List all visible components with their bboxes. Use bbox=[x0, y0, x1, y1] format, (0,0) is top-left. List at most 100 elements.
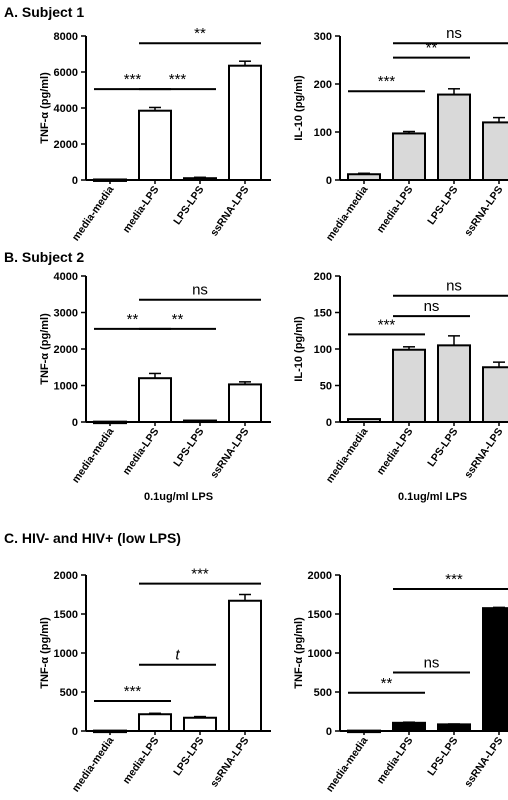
category-label: media-LPS bbox=[121, 184, 162, 235]
chart-a-tnf: 0 2000 4000 6000 8000 TNF-α (pg/ml) media-medi… bbox=[39, 25, 271, 243]
category-label: ssRNA-LPS bbox=[462, 184, 505, 239]
y-tick-label: 1500 bbox=[308, 609, 332, 621]
category-label: ssRNA-LPS bbox=[208, 735, 251, 790]
bar bbox=[482, 121, 508, 181]
chart-b-tnf: 0 1000 2000 3000 4000 TNF-α (pg/ml) media-medi… bbox=[39, 271, 271, 503]
y-axis-label: TNF-α (pg/ml) bbox=[293, 617, 305, 689]
y-tick-label: 2000 bbox=[54, 570, 78, 582]
category-label: LPS-LPS bbox=[171, 735, 206, 778]
category-label: ssRNA-LPS bbox=[208, 184, 251, 239]
category-label: ssRNA-LPS bbox=[462, 426, 505, 481]
section-title-b: B. Subject 2 bbox=[4, 249, 85, 265]
bar bbox=[437, 723, 471, 732]
bar bbox=[228, 64, 262, 182]
category-label: media-LPS bbox=[375, 426, 416, 477]
category-label: media-media bbox=[324, 426, 371, 486]
y-axis-label: IL-10 (pg/ml) bbox=[293, 316, 305, 382]
y-axis-label: TNF-α (pg/ml) bbox=[39, 313, 51, 385]
bar bbox=[482, 607, 508, 732]
category-label: LPS-LPS bbox=[425, 735, 460, 778]
bar bbox=[392, 348, 426, 423]
significance-label: *** bbox=[378, 73, 396, 90]
y-tick-label: 500 bbox=[314, 687, 332, 699]
bar bbox=[183, 177, 217, 181]
y-tick-label: 1000 bbox=[54, 648, 78, 660]
section-title-c: C. HIV- and HIV+ (low LPS) bbox=[4, 530, 181, 546]
category-label: media-media bbox=[70, 426, 117, 486]
significance-label: ns bbox=[446, 278, 462, 295]
y-tick-label: 6000 bbox=[54, 67, 78, 79]
y-tick-label: 2000 bbox=[54, 139, 78, 151]
category-label: media-media bbox=[70, 184, 117, 244]
y-tick-label: 200 bbox=[314, 79, 332, 91]
y-tick-label: 1500 bbox=[54, 609, 78, 621]
y-tick-label: 0 bbox=[326, 175, 332, 187]
y-tick-label: 300 bbox=[314, 31, 332, 43]
y-tick-label: 8000 bbox=[54, 31, 78, 43]
y-tick-label: 0 bbox=[72, 726, 78, 738]
category-label: media-LPS bbox=[121, 735, 162, 786]
y-tick-label: 2000 bbox=[308, 570, 332, 582]
x-axis-label: 0.1ug/ml LPS bbox=[398, 491, 467, 503]
y-tick-label: 0 bbox=[72, 417, 78, 429]
y-tick-label: 150 bbox=[314, 308, 332, 320]
significance-label: ** bbox=[127, 311, 139, 328]
bar bbox=[183, 419, 217, 424]
category-label: media-LPS bbox=[375, 735, 416, 786]
y-tick-label: 0 bbox=[326, 726, 332, 738]
y-tick-label: 4000 bbox=[54, 271, 78, 283]
y-axis-label: TNF-α (pg/ml) bbox=[39, 72, 51, 144]
category-label: media-media bbox=[70, 735, 117, 795]
significance-label: ** bbox=[426, 40, 438, 57]
bar bbox=[482, 366, 508, 423]
bar bbox=[347, 173, 381, 182]
section-title-a: A. Subject 1 bbox=[4, 4, 85, 20]
significance-label: ns bbox=[192, 282, 208, 299]
bar bbox=[437, 93, 471, 181]
significance-label: *** bbox=[378, 316, 396, 333]
y-axis-label: IL-10 (pg/ml) bbox=[293, 75, 305, 141]
significance-label: *** bbox=[124, 683, 142, 700]
category-label: ssRNA-LPS bbox=[462, 735, 505, 790]
chart-b-il10: 0 50 100 150 200 IL-10 (pg/ml) media-media medi… bbox=[293, 271, 508, 503]
significance-label: ** bbox=[381, 675, 393, 692]
y-tick-label: 0 bbox=[326, 417, 332, 429]
category-label: media-media bbox=[324, 184, 371, 244]
y-tick-label: 100 bbox=[314, 344, 332, 356]
category-label: media-LPS bbox=[375, 184, 416, 235]
category-label: ssRNA-LPS bbox=[208, 426, 251, 481]
category-label: LPS-LPS bbox=[425, 426, 460, 469]
category-label: LPS-LPS bbox=[171, 426, 206, 469]
significance-label: t bbox=[175, 647, 180, 664]
y-tick-label: 1000 bbox=[308, 648, 332, 660]
significance-label: ** bbox=[172, 311, 184, 328]
significance-label: ns bbox=[446, 25, 462, 42]
category-label: LPS-LPS bbox=[171, 184, 206, 227]
chart-a-il10: 0 100 200 300 IL-10 (pg/ml) media-media media-… bbox=[293, 25, 508, 243]
significance-label: *** bbox=[169, 71, 187, 88]
y-tick-label: 2000 bbox=[54, 344, 78, 356]
y-tick-label: 3000 bbox=[54, 308, 78, 320]
y-tick-label: 1000 bbox=[54, 381, 78, 393]
y-tick-label: 4000 bbox=[54, 103, 78, 115]
bar bbox=[138, 377, 172, 423]
bar bbox=[138, 109, 172, 181]
bar bbox=[437, 344, 471, 423]
y-axis-label: TNF-α (pg/ml) bbox=[39, 617, 51, 689]
y-tick-label: 0 bbox=[72, 175, 78, 187]
y-tick-label: 50 bbox=[320, 381, 332, 393]
significance-label: *** bbox=[445, 571, 463, 588]
bar bbox=[138, 713, 172, 732]
x-axis-label: 0.1ug/ml LPS bbox=[144, 491, 213, 503]
category-label: LPS-LPS bbox=[425, 184, 460, 227]
bar bbox=[183, 716, 217, 733]
significance-label: ns bbox=[424, 298, 440, 315]
y-tick-label: 200 bbox=[314, 271, 332, 283]
significance-label: ** bbox=[194, 25, 206, 42]
y-tick-label: 500 bbox=[60, 687, 78, 699]
significance-label: ns bbox=[424, 655, 440, 672]
significance-label: *** bbox=[191, 566, 209, 583]
chart-c-hiv-neg: 0 500 1000 1500 2000 TNF-α (pg/ml) media-media… bbox=[39, 566, 271, 795]
category-label: media-media bbox=[324, 735, 371, 795]
bar bbox=[392, 132, 426, 182]
